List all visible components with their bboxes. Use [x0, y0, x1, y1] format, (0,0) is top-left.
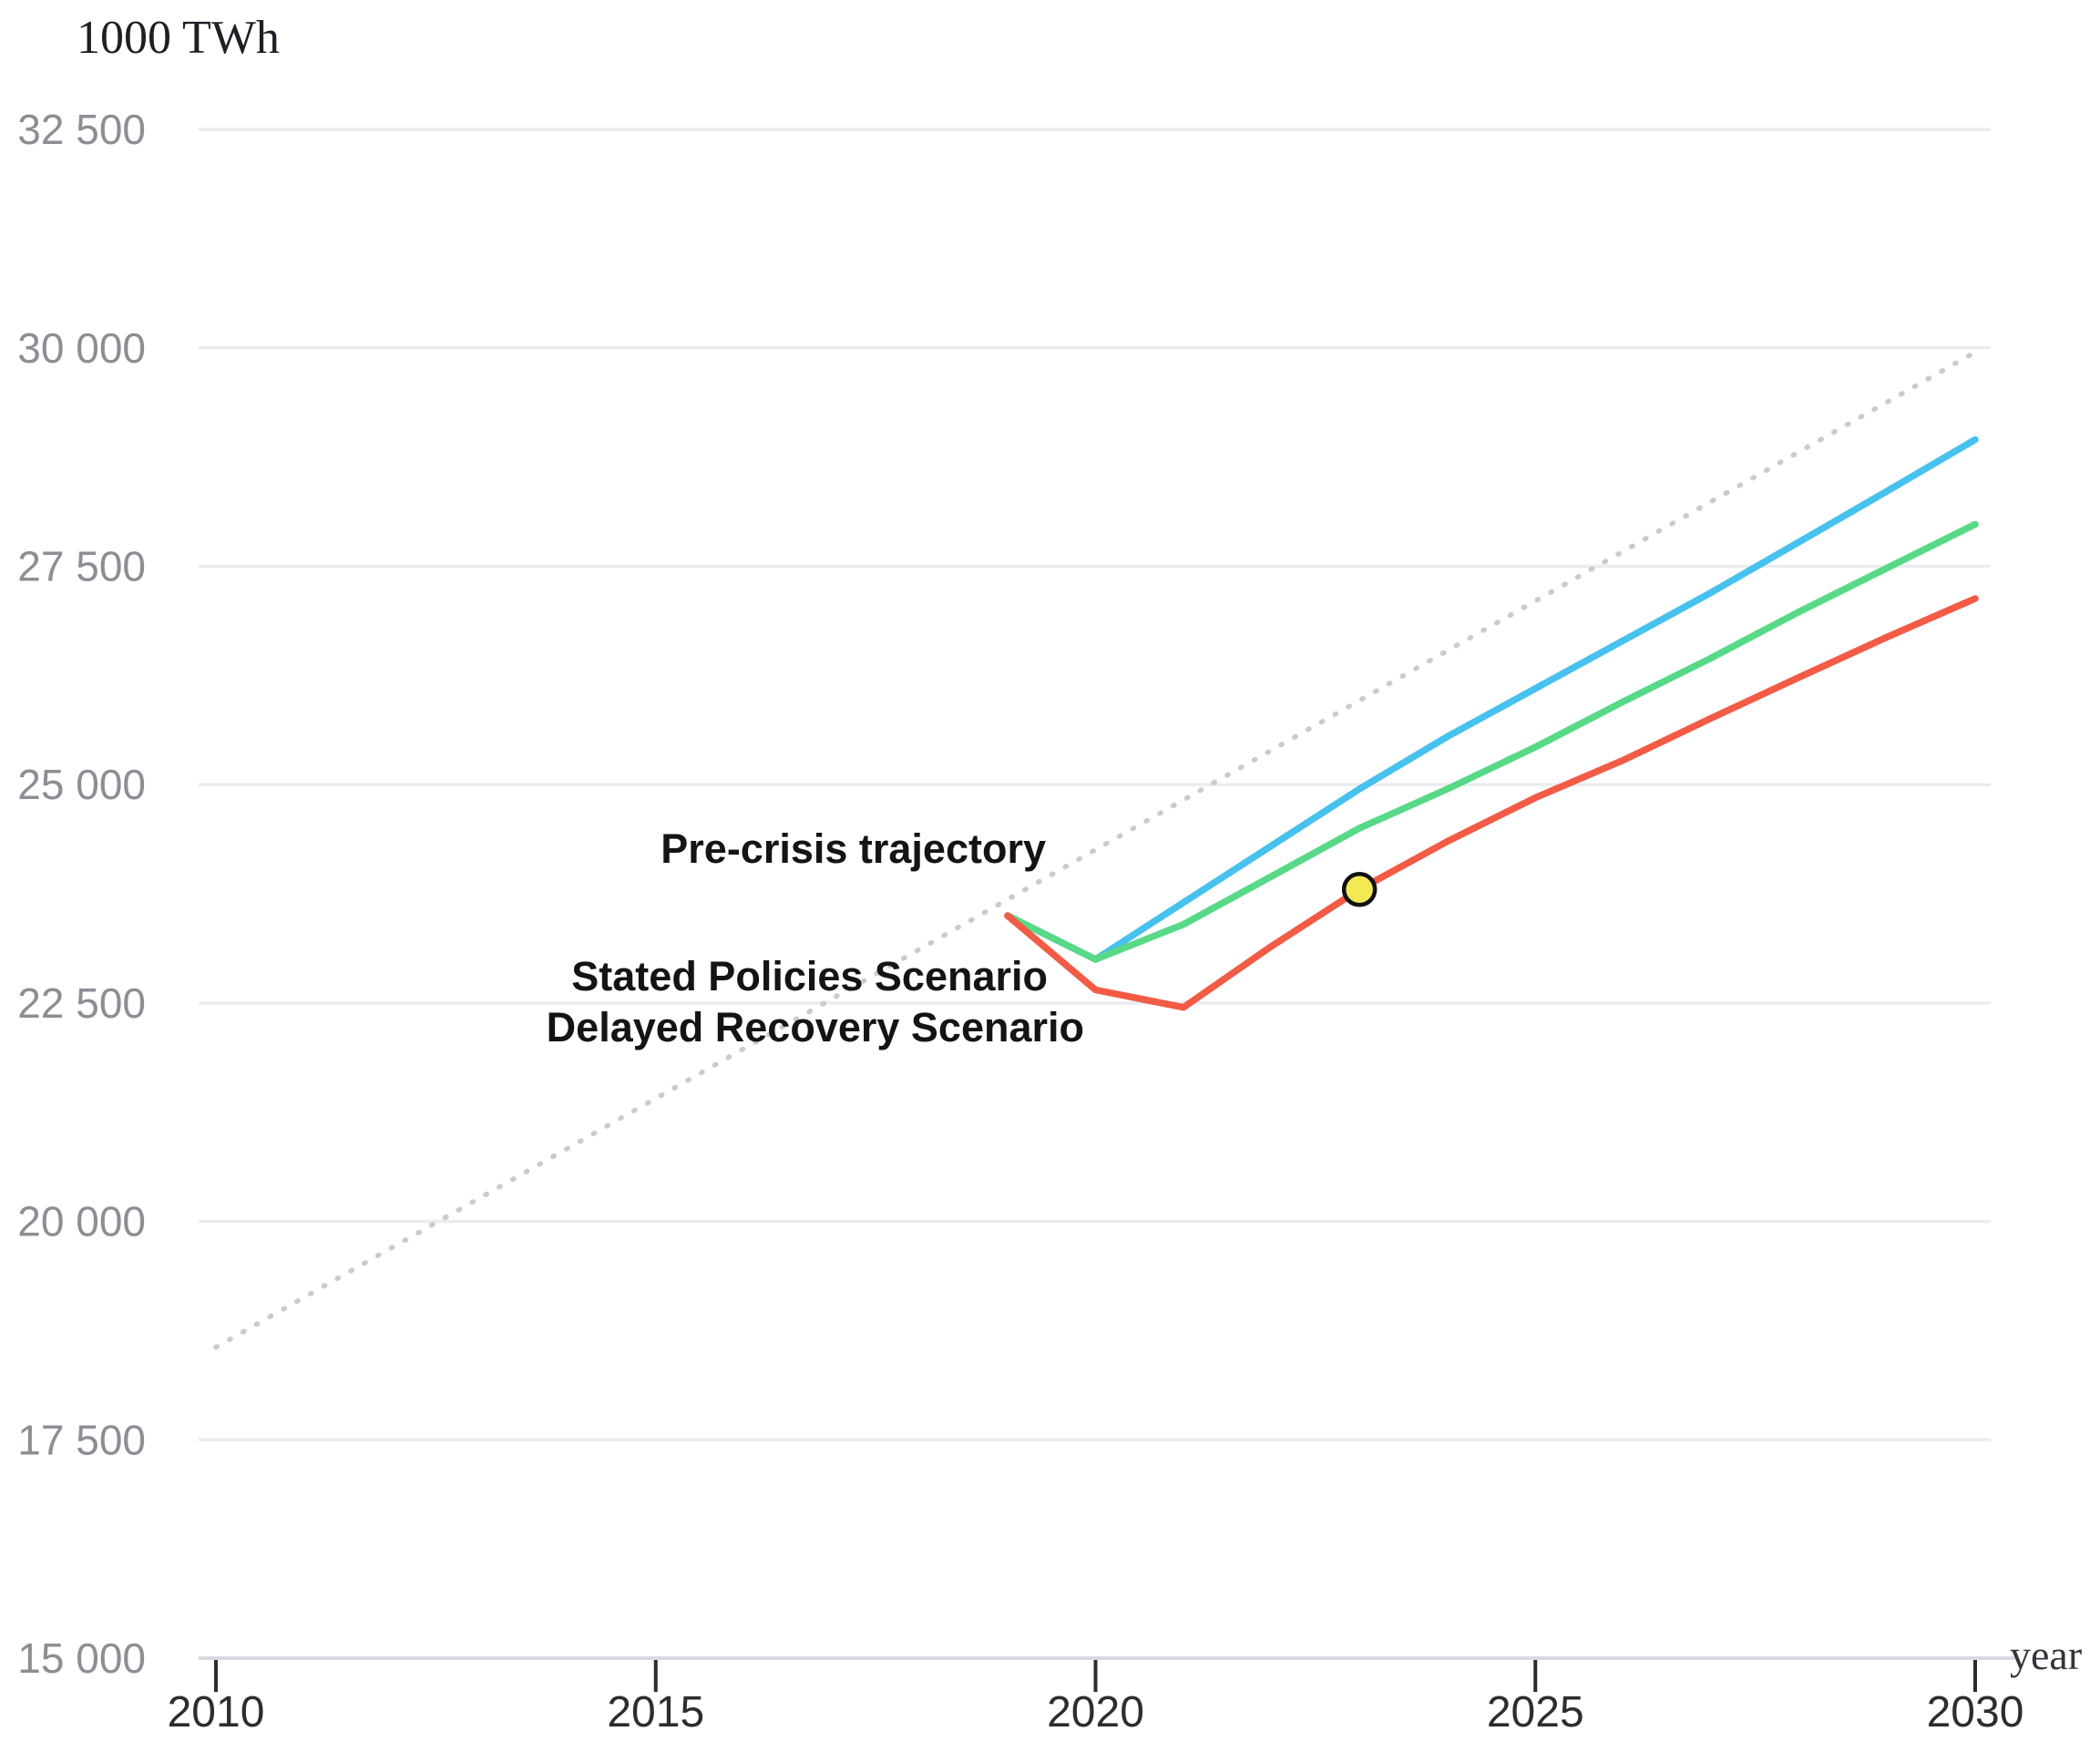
series-line-stated-policies-scenario [1004, 435, 1979, 963]
x-axis-tick-label: 2010 [168, 1688, 265, 1737]
annotation-pre-crisis-trajectory: Pre-crisis trajectory [661, 825, 1046, 872]
y-axis-tick-label: 20 000 [17, 1198, 146, 1245]
series-line-delayed-recovery-scenario [1004, 595, 1979, 1011]
y-axis-tick-label: 27 500 [17, 543, 146, 590]
y-axis-tick-label: 15 000 [17, 1634, 146, 1682]
y-axis-unit-label: 1000 TWh [77, 12, 280, 64]
y-axis-tick-label: 22 500 [17, 979, 146, 1027]
x-axis-tick-label: 2025 [1487, 1688, 1584, 1737]
annotation-delayed-recovery-scenario: Delayed Recovery Scenario [546, 1004, 1084, 1050]
x-axis-tick-label: 2015 [607, 1688, 704, 1737]
annotation-stated-policies-scenario: Stated Policies Scenario [571, 953, 1048, 999]
y-axis-tick-label: 30 000 [17, 324, 146, 372]
y-axis-tick-label: 25 000 [17, 761, 146, 808]
series-line-unlabeled-green-scenario [1004, 520, 1979, 963]
x-axis-tick-label: 2030 [1927, 1688, 2024, 1737]
y-axis-tick-label: 17 500 [17, 1416, 146, 1463]
x-axis-unit-label: year [2010, 1632, 2083, 1678]
x-axis-tick-label: 2020 [1047, 1688, 1144, 1737]
y-axis-tick-label: 32 500 [17, 106, 146, 153]
series-line-pre-crisis-trajectory [213, 349, 1978, 1350]
recovery-point-marker [1341, 872, 1378, 907]
